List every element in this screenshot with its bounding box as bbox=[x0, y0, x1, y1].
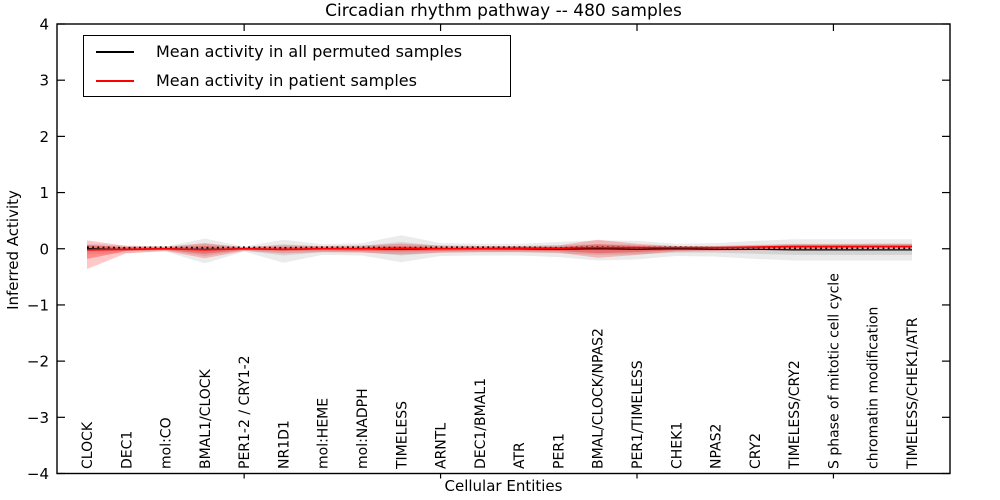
x-category-label: mol:HEME bbox=[316, 398, 332, 469]
x-axis-label: Cellular Entities bbox=[444, 477, 563, 495]
y-tick-label: 0 bbox=[39, 240, 49, 258]
x-category-label: PER1/TIMELESS bbox=[630, 360, 646, 469]
y-tick-label: −3 bbox=[27, 409, 49, 427]
x-category-label: mol:NADPH bbox=[355, 388, 371, 469]
mean-line-patient bbox=[86, 245, 912, 251]
x-category-label: ATR bbox=[512, 442, 528, 469]
x-category-label: PER1 bbox=[551, 433, 567, 469]
x-category-label: BMAL/CLOCK/NPAS2 bbox=[591, 328, 607, 469]
y-tick-label: 2 bbox=[39, 128, 49, 146]
y-tick-label: −4 bbox=[27, 465, 49, 483]
legend-line-sample-black bbox=[96, 50, 134, 53]
x-category-label: DEC1 bbox=[119, 431, 135, 469]
x-category-label: TIMELESS/CRY2 bbox=[787, 360, 803, 470]
x-category-label: ARNTL bbox=[434, 423, 450, 469]
legend-line-sample-red bbox=[96, 79, 134, 82]
x-category-label: BMAL1/CLOCK bbox=[198, 368, 214, 469]
x-category-label: S phase of mitotic cell cycle bbox=[826, 273, 842, 469]
y-tick-label: 4 bbox=[39, 16, 49, 34]
x-category-label: TIMELESS bbox=[394, 401, 410, 470]
x-category-label: PER1-2 / CRY1-2 bbox=[237, 355, 253, 469]
x-category-label: mol:CO bbox=[159, 417, 175, 469]
y-tick-label: 3 bbox=[39, 72, 49, 90]
x-category-label: NPAS2 bbox=[709, 424, 725, 469]
x-category-label: CHEK1 bbox=[669, 422, 685, 469]
legend-entry-patient: Mean activity in patient samples bbox=[84, 67, 510, 94]
legend-label-permuted: Mean activity in all permuted samples bbox=[156, 42, 463, 61]
legend-entry-permuted: Mean activity in all permuted samples bbox=[84, 38, 510, 65]
x-category-label: NR1D1 bbox=[276, 420, 292, 469]
x-category-label: CLOCK bbox=[80, 421, 96, 469]
x-category-label: CRY2 bbox=[748, 433, 764, 469]
y-axis-label: Inferred Activity bbox=[4, 190, 22, 310]
y-tick-label: 1 bbox=[39, 184, 49, 202]
legend-label-patient: Mean activity in patient samples bbox=[156, 71, 417, 90]
x-category-label: chromatin modification bbox=[866, 307, 882, 469]
x-category-label: DEC1/BMAL1 bbox=[473, 378, 489, 469]
y-tick-label: −2 bbox=[27, 353, 49, 371]
chart-title: Circadian rhythm pathway -- 480 samples bbox=[325, 1, 682, 21]
x-category-label: TIMELESS/CHEK1/ATR bbox=[905, 317, 921, 470]
y-tick-label: −1 bbox=[27, 296, 49, 314]
mean-line-permuted-dotted bbox=[86, 246, 912, 250]
legend-box: Mean activity in all permuted samples Me… bbox=[83, 35, 511, 97]
